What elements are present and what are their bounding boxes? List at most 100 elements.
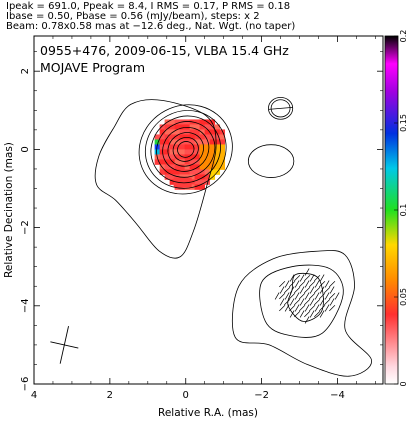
pol-pixel [179,164,186,170]
x-axis-label: Relative R.A. (mas) [158,407,258,419]
pol-pixel [169,144,176,150]
evpa-vector [284,292,290,300]
x-tick-label: −4 [330,390,345,401]
pol-pixel [209,139,216,145]
evpa-vector [314,286,321,294]
plot-title-line-2: MOJAVE Program [40,60,145,75]
pol-pixel [164,149,171,155]
pol-pixel [179,124,186,130]
pol-pixel [169,134,176,140]
pol-pixel [199,159,206,165]
pol-pixel [204,149,211,155]
pol-pixel [169,154,176,160]
pol-pixel [189,139,196,145]
pol-pixel [159,169,166,175]
evpa-vector [289,286,295,294]
pol-pixel [164,159,171,165]
pol-pixel [169,164,176,170]
evpa-vector [314,304,320,312]
pol-pixel [219,144,226,150]
evpa-vector [329,280,336,288]
pol-pixel [169,174,176,180]
pol-pixel [214,134,221,140]
pol-pixel [204,159,211,165]
pol-pixel [189,174,196,180]
pol-pixel [189,144,196,150]
core-contour [144,110,227,189]
pol-pixel [194,159,201,165]
pol-pixel [199,119,206,125]
evpa-vector [334,292,340,300]
evpa-vector [289,310,295,318]
pol-pixel [189,154,196,160]
pol-pixel [169,124,176,130]
pol-pixel [199,124,206,130]
outer-contour [94,99,217,259]
core-contour [167,132,204,167]
pol-pixel [159,129,166,135]
pol-pixel [154,134,161,140]
pol-pixel [174,129,181,135]
evpa-vector [319,286,325,294]
pol-pixel [209,169,216,175]
pol-pixel [214,164,221,170]
pol-pixel [164,124,171,130]
pol-pixel [204,144,211,150]
pol-pixel [159,139,166,145]
plot-title-line-1: 0955+476, 2009-06-15, VLBA 15.4 GHz [40,43,289,58]
pol-pixel [194,139,201,145]
evpa-vector [319,298,325,306]
pol-pixel [204,174,211,180]
core-contour [156,121,216,178]
evpa-vector [284,298,291,306]
pol-pixel [154,149,161,155]
pol-pixel [184,149,191,155]
pol-pixel [219,164,226,170]
pol-pixel [174,119,181,125]
evpa-vector [329,298,335,306]
pol-pixel [189,129,196,135]
pol-pixel [169,139,176,145]
pol-pixel [174,174,181,180]
evpa-vector [314,274,321,282]
pol-pixel [209,119,216,125]
pol-pixel [174,159,181,165]
evpa-vector [294,274,301,282]
evpa-vector [289,304,296,312]
pol-pixel [214,139,221,145]
evpa-vector [319,274,325,282]
pol-pixel [199,174,206,180]
pol-pixel [189,164,196,170]
evpa-vector [299,286,305,294]
evpa-vector [279,280,286,288]
pol-pixel [154,144,161,150]
evpa-vector [289,298,295,306]
x-tick-label: −2 [254,390,269,401]
core-contour [162,127,210,172]
pol-pixel [219,149,226,155]
evpa-vector [314,298,321,306]
pol-pixel [174,169,181,175]
evpa-vector [309,274,315,282]
knot-contour [270,99,291,118]
pol-pixel [164,154,171,160]
evpa-vector [324,292,330,300]
pol-pixel [169,169,176,175]
evpa-vector [294,280,300,288]
pol-pixel [214,144,221,150]
evpa-vector [284,280,290,288]
pol-pixel [194,174,201,180]
pol-pixel [199,184,206,190]
evpa-vector [304,310,311,318]
evpa-vector [304,304,310,312]
evpa-vector [294,304,300,312]
pol-pixel [199,154,206,160]
pol-pixel [204,179,211,185]
pol-pixel [199,164,206,170]
y-tick-label: −2 [20,220,31,235]
plot-area [50,96,373,377]
evpa-vector [304,268,310,276]
pol-pixel [169,179,176,185]
evpa-vector [299,274,305,282]
header-line-2: Ibase = 0.50, Pbase = 0.56 (mJy/beam), s… [6,11,260,22]
